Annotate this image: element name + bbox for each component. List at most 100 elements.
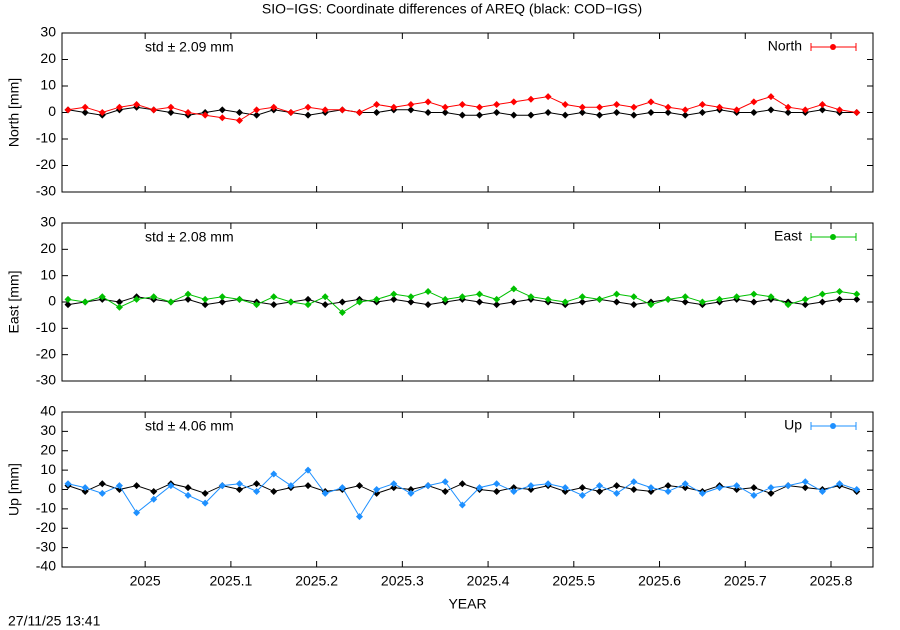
y-tick-label: 0: [48, 293, 56, 309]
point: [578, 109, 586, 116]
point: [184, 109, 192, 116]
y-tick-label: 20: [40, 240, 56, 256]
point: [493, 487, 501, 495]
point: [424, 287, 432, 295]
point: [355, 109, 363, 116]
point: [681, 106, 689, 114]
point: [441, 295, 449, 303]
y-axis-label: North [mm]: [6, 78, 22, 147]
point: [750, 98, 758, 106]
point: [218, 293, 226, 301]
point: [98, 293, 106, 301]
point: [390, 290, 398, 298]
point: [750, 290, 758, 298]
point: [235, 109, 243, 116]
point: [561, 487, 569, 495]
point: [733, 486, 741, 493]
legend-label: North: [768, 38, 802, 54]
legend-marker: [830, 44, 836, 50]
point: [235, 116, 243, 124]
point: [493, 101, 501, 109]
point: [201, 301, 209, 309]
point: [184, 290, 192, 298]
y-tick-label: 20: [40, 441, 56, 457]
point: [818, 298, 826, 306]
point: [630, 486, 638, 493]
title: SIO−IGS: Coordinate differences of AREQ …: [262, 1, 642, 17]
point: [287, 109, 295, 116]
point: [544, 295, 552, 303]
point: [664, 482, 672, 490]
point: [458, 101, 466, 109]
point: [853, 290, 861, 298]
x-tick-label: 2025.2: [295, 573, 338, 589]
y-tick-label: -30: [36, 183, 56, 199]
point: [81, 103, 89, 111]
point: [527, 95, 535, 103]
y-tick-label: 30: [40, 24, 56, 40]
point: [235, 486, 243, 493]
point: [681, 111, 689, 119]
point: [578, 103, 586, 111]
point: [801, 106, 809, 114]
point: [647, 484, 655, 492]
point: [150, 106, 158, 114]
point: [561, 298, 569, 306]
point: [133, 101, 141, 109]
x-tick-label: 2025.4: [467, 573, 510, 589]
point: [647, 98, 655, 106]
point: [493, 295, 501, 303]
point: [767, 106, 775, 114]
y-tick-label: 10: [40, 77, 56, 93]
point: [287, 298, 295, 306]
y-tick-label: -10: [36, 500, 56, 516]
point: [167, 482, 175, 490]
point: [81, 484, 89, 492]
point: [733, 482, 741, 490]
point: [115, 298, 123, 306]
point: [407, 489, 415, 497]
point: [647, 109, 655, 116]
y-tick-label: -40: [36, 558, 56, 574]
point: [613, 298, 621, 306]
point: [184, 491, 192, 499]
point: [304, 466, 312, 474]
point: [596, 111, 604, 119]
point: [596, 482, 604, 490]
point: [493, 301, 501, 309]
series-line: [67, 469, 857, 518]
point: [476, 298, 484, 306]
point: [98, 109, 106, 116]
point: [270, 301, 278, 309]
point: [818, 290, 826, 298]
point: [81, 109, 89, 116]
point: [338, 309, 346, 317]
point: [836, 106, 844, 114]
point: [270, 293, 278, 301]
point: [716, 103, 724, 111]
point: [64, 106, 72, 114]
point: [664, 487, 672, 495]
point: [458, 480, 466, 488]
point: [836, 295, 844, 303]
point: [458, 501, 466, 509]
point: [476, 103, 484, 111]
y-tick-label: -10: [36, 130, 56, 146]
point: [424, 109, 432, 116]
point: [253, 301, 261, 309]
point: [373, 486, 381, 493]
point: [784, 482, 792, 490]
point: [630, 301, 638, 309]
point: [853, 486, 861, 493]
point: [561, 484, 569, 492]
point: [373, 101, 381, 109]
point: [133, 482, 141, 490]
x-tick-label: 2025.7: [724, 573, 767, 589]
point: [681, 484, 689, 492]
point: [476, 290, 484, 298]
point: [698, 101, 706, 109]
point: [115, 482, 123, 490]
point: [750, 484, 758, 492]
y-tick-label: 10: [40, 266, 56, 282]
